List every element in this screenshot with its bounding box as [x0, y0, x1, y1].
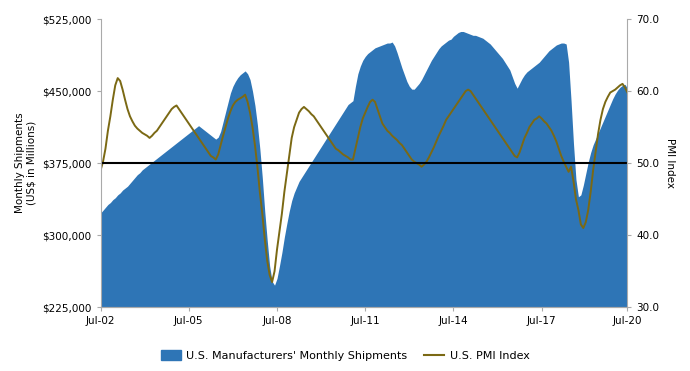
Y-axis label: Monthly Shipments
(US$ in Millions): Monthly Shipments (US$ in Millions): [15, 113, 37, 213]
Legend: U.S. Manufacturers' Monthly Shipments, U.S. PMI Index: U.S. Manufacturers' Monthly Shipments, U…: [156, 346, 534, 365]
Y-axis label: PMI Index: PMI Index: [665, 138, 675, 188]
